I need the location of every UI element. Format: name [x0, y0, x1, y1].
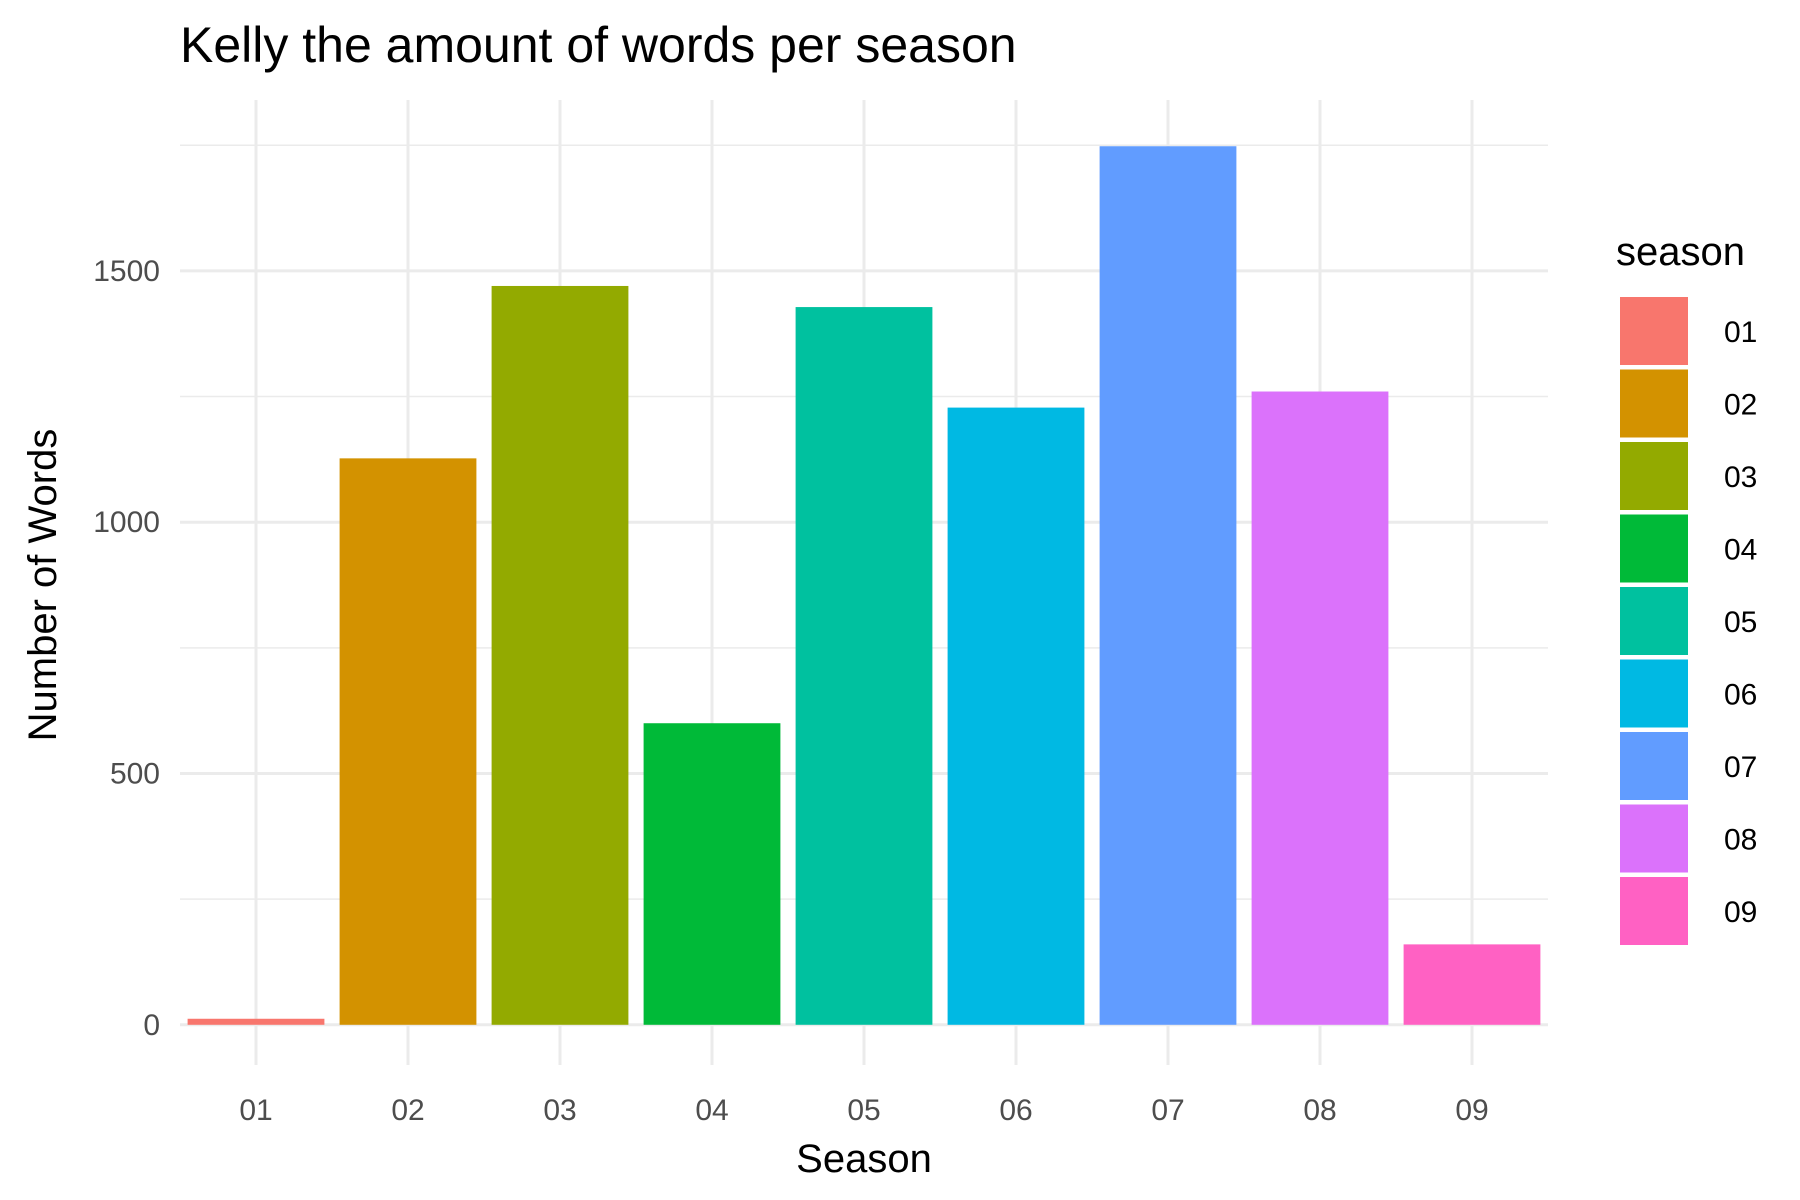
- legend: season 01 02 03 04 05 06 07 08 09: [1616, 230, 1757, 945]
- legend-key-03: [1620, 442, 1688, 510]
- bar-season-06: [947, 407, 1085, 1025]
- bar-season-08: [1251, 391, 1389, 1025]
- x-tick-label: 04: [695, 1094, 728, 1127]
- legend-key-09: [1620, 877, 1688, 945]
- legend-label-01: 01: [1724, 316, 1757, 349]
- y-axis-title: Number of Words: [21, 429, 65, 742]
- legend-key-07: [1620, 732, 1688, 800]
- bar-season-07: [1099, 146, 1237, 1025]
- x-tick-label: 03: [543, 1094, 576, 1127]
- legend-label-02: 02: [1724, 389, 1757, 422]
- bar-season-05: [795, 307, 933, 1025]
- y-tick-label: 500: [110, 757, 160, 790]
- legend-label-06: 06: [1724, 679, 1757, 712]
- legend-label-04: 04: [1724, 534, 1757, 567]
- bar-season-04: [643, 723, 781, 1025]
- x-tick-labels: 01 02 03 04 05 06 07 08 09: [239, 1094, 1488, 1127]
- x-axis-title: Season: [796, 1137, 932, 1181]
- x-tick-label: 02: [391, 1094, 424, 1127]
- legend-label-05: 05: [1724, 606, 1757, 639]
- x-tick-label: 09: [1455, 1094, 1488, 1127]
- bar-season-03: [491, 285, 629, 1025]
- x-tick-label: 08: [1303, 1094, 1336, 1127]
- legend-label-07: 07: [1724, 751, 1757, 784]
- legend-key-04: [1620, 514, 1688, 583]
- bars: [187, 146, 1541, 1025]
- bar-season-09: [1403, 944, 1541, 1025]
- x-tick-label: 07: [1151, 1094, 1184, 1127]
- legend-label-03: 03: [1724, 461, 1757, 494]
- x-tick-label: 06: [999, 1094, 1032, 1127]
- legend-key-08: [1620, 804, 1688, 873]
- legend-key-06: [1620, 659, 1688, 728]
- y-tick-label: 0: [143, 1009, 160, 1042]
- y-tick-labels: 0 500 1000 1500: [93, 255, 160, 1042]
- bar-season-01: [187, 1018, 325, 1025]
- bar-season-02: [339, 458, 477, 1025]
- legend-title: season: [1616, 230, 1745, 274]
- y-tick-label: 1000: [93, 506, 160, 539]
- legend-key-01: [1620, 297, 1688, 365]
- legend-label-08: 08: [1724, 824, 1757, 857]
- x-tick-label: 01: [239, 1094, 272, 1127]
- legend-key-02: [1620, 369, 1688, 438]
- legend-key-05: [1620, 587, 1688, 655]
- x-tick-label: 05: [847, 1094, 880, 1127]
- chart-title: Kelly the amount of words per season: [180, 17, 1017, 73]
- legend-label-09: 09: [1724, 896, 1757, 929]
- y-tick-label: 1500: [93, 255, 160, 288]
